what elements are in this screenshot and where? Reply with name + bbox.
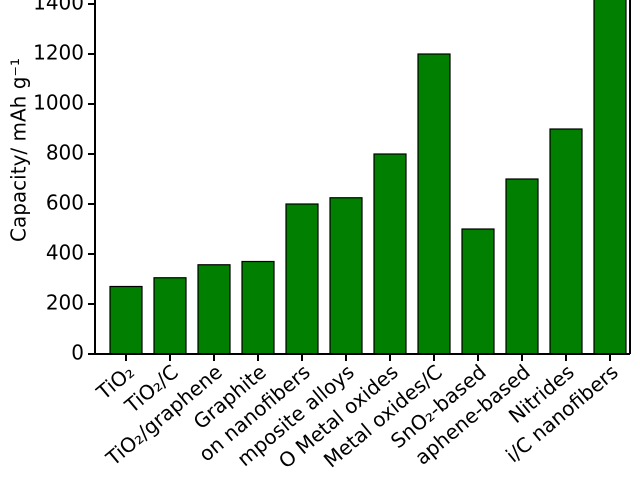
bar <box>153 277 187 355</box>
bar <box>109 285 143 355</box>
y-tick-label: 0 <box>71 341 84 365</box>
y-axis-label: Capacity/ mAh g⁻¹ <box>7 58 31 242</box>
y-tick-label: 1400 <box>33 0 84 15</box>
bar <box>593 0 627 355</box>
bar <box>373 153 407 355</box>
y-tick-label: 200 <box>46 291 84 315</box>
bar <box>417 53 451 355</box>
y-tick-label: 400 <box>46 241 84 265</box>
y-tick-label: 1000 <box>33 91 84 115</box>
bar <box>461 228 495 355</box>
bar <box>505 178 539 355</box>
bar <box>285 203 319 355</box>
bar <box>197 264 231 355</box>
bar <box>329 197 363 355</box>
y-tick-label: 600 <box>46 191 84 215</box>
bar <box>549 128 583 355</box>
y-tick-label: 1200 <box>33 41 84 65</box>
y-tick-label: 800 <box>46 141 84 165</box>
bar <box>241 260 275 355</box>
